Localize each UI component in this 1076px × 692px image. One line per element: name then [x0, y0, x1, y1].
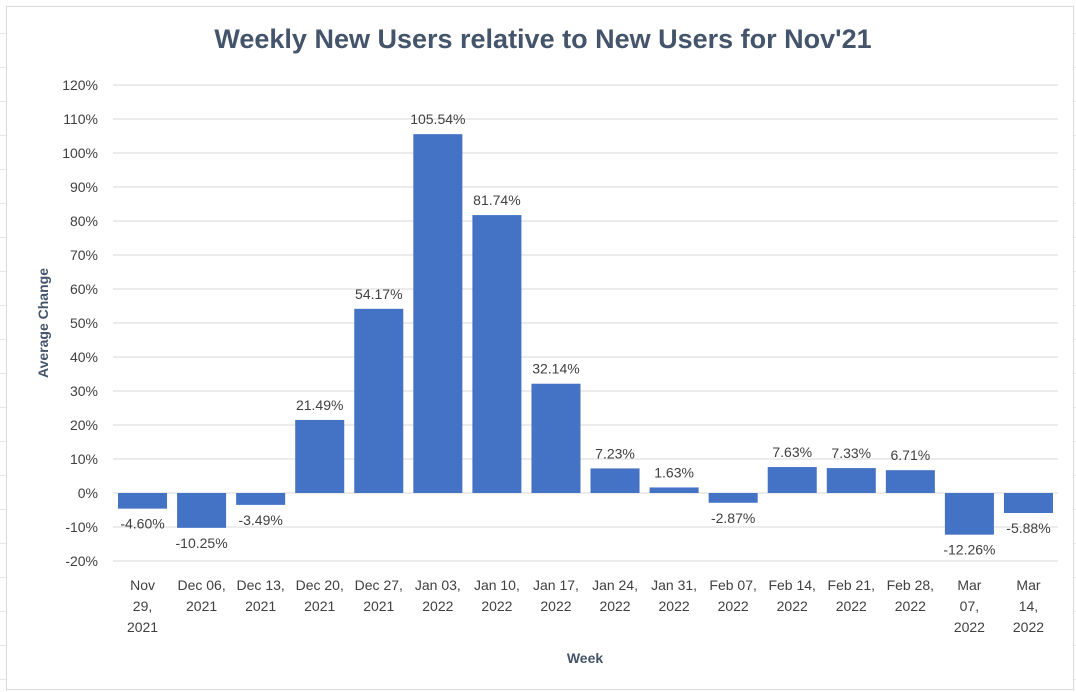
y-tick-label: 10%	[70, 451, 98, 467]
x-category-label: 2022	[599, 598, 630, 614]
data-labels: -4.60% -10.25% -3.49% 21.49% 54.17% 105.54% 81…	[120, 111, 1050, 558]
y-tick-label: 30%	[70, 383, 98, 399]
x-axis-title: Week	[567, 650, 604, 666]
bar[interactable]	[413, 134, 463, 493]
y-tick-label: 80%	[70, 213, 98, 229]
y-tick-label: 60%	[70, 281, 98, 297]
x-category-label: Dec 13,	[237, 577, 285, 593]
y-axis-title: Average Change	[35, 268, 51, 378]
data-label: -10.25%	[176, 535, 228, 551]
x-category-label: Jan 31,	[651, 577, 697, 593]
y-tick-label: 70%	[70, 247, 98, 263]
bar[interactable]	[590, 468, 640, 493]
bar[interactable]	[472, 215, 522, 494]
x-category-label: 29,	[133, 598, 152, 614]
x-category-label: Mar	[1016, 577, 1040, 593]
y-tick-label: -10%	[65, 519, 98, 535]
data-label: 7.33%	[831, 445, 871, 461]
data-label: -12.26%	[943, 542, 995, 558]
x-category-label: 2021	[186, 598, 217, 614]
x-category-label: 2022	[954, 619, 985, 635]
x-category-label: 2022	[659, 598, 690, 614]
bar[interactable]	[708, 493, 758, 503]
x-category-label: 2021	[127, 619, 158, 635]
data-label: -4.60%	[120, 516, 164, 532]
x-category-label: Dec 27,	[355, 577, 403, 593]
x-category-label: Nov	[130, 577, 155, 593]
x-category-label: Feb 14,	[768, 577, 815, 593]
data-label: 54.17%	[355, 286, 402, 302]
x-category-label: Feb 07,	[709, 577, 756, 593]
x-axis-categories: Nov 29, 2021 Dec 06, 2021 Dec 13, 2021 Dec 20, 2…	[127, 577, 1044, 635]
bar[interactable]	[118, 493, 168, 509]
x-category-label: 2022	[836, 598, 867, 614]
bar[interactable]	[354, 308, 404, 493]
x-category-label: 2022	[895, 598, 926, 614]
bar[interactable]	[236, 493, 286, 505]
bars	[118, 134, 1053, 535]
y-tick-label: 100%	[62, 145, 98, 161]
x-category-label: Dec 20,	[296, 577, 344, 593]
bar[interactable]	[295, 419, 345, 493]
bar[interactable]	[826, 468, 876, 493]
data-label: 7.63%	[772, 444, 812, 460]
bar[interactable]	[944, 493, 994, 535]
y-tick-label: 90%	[70, 179, 98, 195]
data-label: -5.88%	[1006, 520, 1050, 536]
data-label: -3.49%	[238, 512, 282, 528]
data-label: 81.74%	[473, 192, 520, 208]
data-label: 6.71%	[890, 447, 930, 463]
x-category-label: 2022	[422, 598, 453, 614]
x-category-label: Feb 21,	[828, 577, 875, 593]
data-label: 105.54%	[410, 111, 465, 127]
bar[interactable]	[177, 493, 227, 528]
bar[interactable]	[531, 383, 581, 493]
y-tick-label: 40%	[70, 349, 98, 365]
x-category-label: 2022	[718, 598, 749, 614]
x-category-label: 2022	[777, 598, 808, 614]
y-tick-label: 120%	[62, 77, 98, 93]
y-tick-label: 0%	[78, 485, 98, 501]
bar[interactable]	[1003, 493, 1053, 513]
bar[interactable]	[767, 467, 817, 493]
x-category-label: Jan 24,	[592, 577, 638, 593]
data-label: 32.14%	[532, 361, 579, 377]
x-category-label: 2022	[1013, 619, 1044, 635]
bar[interactable]	[649, 487, 699, 493]
bar[interactable]	[885, 470, 935, 493]
y-tick-label: 50%	[70, 315, 98, 331]
y-tick-label: 20%	[70, 417, 98, 433]
y-tick-label: 110%	[63, 111, 98, 127]
chart-area[interactable]	[6, 6, 1074, 690]
x-category-label: 2021	[245, 598, 276, 614]
chart-title: Weekly New Users relative to New Users f…	[214, 24, 871, 54]
x-category-label: 2021	[363, 598, 394, 614]
x-category-label: 14,	[1019, 598, 1038, 614]
x-category-label: 2021	[304, 598, 335, 614]
y-axis-ticks: -20% -10% 0% 10% 20% 30% 40% 50% 60% 70% 80% 90% 100…	[62, 77, 98, 569]
x-category-label: Jan 03,	[415, 577, 461, 593]
y-tick-label: -20%	[65, 553, 98, 569]
x-category-label: Feb 28,	[887, 577, 934, 593]
x-category-label: Mar	[957, 577, 981, 593]
x-category-label: Jan 10,	[474, 577, 520, 593]
x-category-label: Dec 06,	[177, 577, 225, 593]
x-category-label: 2022	[540, 598, 571, 614]
x-category-label: 07,	[960, 598, 979, 614]
x-category-label: Jan 17,	[533, 577, 579, 593]
data-label: 1.63%	[654, 464, 694, 480]
data-label: -2.87%	[711, 510, 755, 526]
x-category-label: 2022	[481, 598, 512, 614]
data-label: 7.23%	[595, 445, 635, 461]
data-label: 21.49%	[296, 397, 343, 413]
